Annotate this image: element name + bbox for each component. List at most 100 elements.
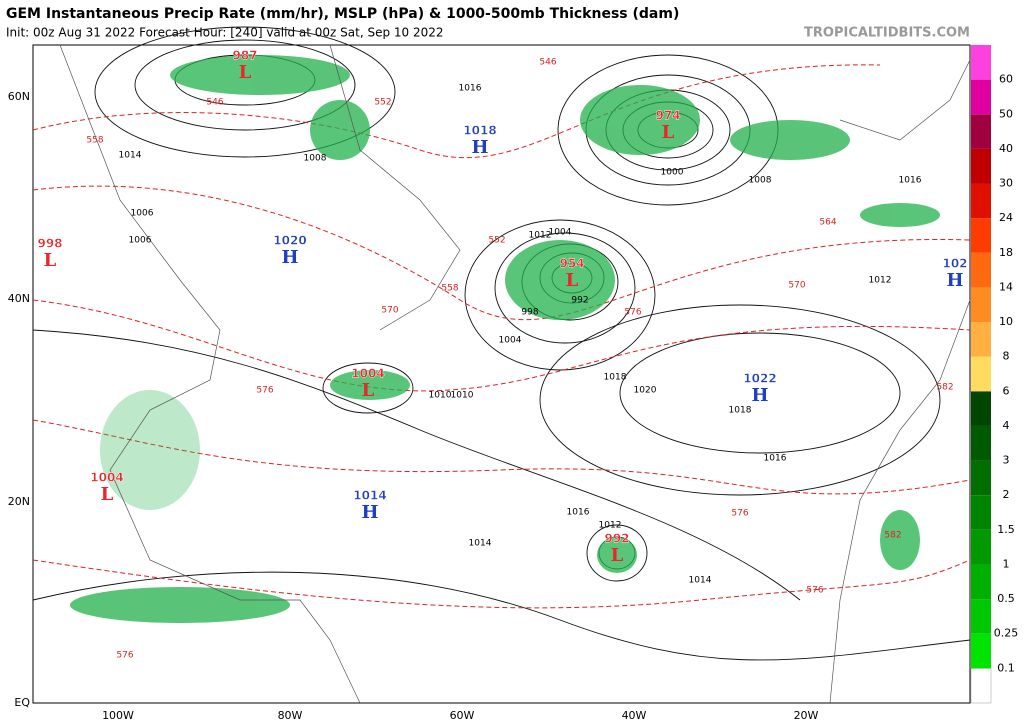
colorbar-bin: [971, 79, 991, 115]
isobar-label: 1020: [634, 386, 657, 396]
colorbar-label: 3: [1003, 454, 1010, 467]
center-value: 1020: [273, 234, 306, 248]
lat-label: 40N: [8, 292, 30, 305]
center-value: 987: [232, 49, 257, 63]
precip-areas: [70, 55, 940, 623]
colorbar-label: 8: [1003, 350, 1010, 363]
thickness-label: 546: [206, 98, 223, 108]
isobar-label: 1018: [604, 373, 627, 383]
colorbar-label: 30: [999, 177, 1013, 190]
isobar-label: 1010: [451, 391, 474, 401]
colorbar-label: 40: [999, 142, 1013, 155]
isobar-label: 1006: [131, 209, 154, 219]
isobar-label: 992: [571, 296, 588, 306]
isobar-label: 1006: [129, 236, 152, 246]
colorbar-bin: [971, 148, 991, 184]
colorbar-label: 50: [999, 107, 1013, 120]
colorbar: 0.1 0.25 0.5 1 1.5 2 3 4 6 8 10 14 18 24 30 40 50 60: [970, 45, 1019, 704]
isobar-label: 1014: [689, 576, 712, 586]
thickness-label: 576: [731, 509, 748, 519]
thickness-label: 558: [441, 284, 458, 294]
colorbar-bin: [971, 356, 991, 392]
colorbar-label: 6: [1003, 384, 1010, 397]
isobar-label: 1012: [869, 276, 892, 286]
lat-label: 20N: [8, 495, 30, 508]
thickness-label: 582: [884, 531, 901, 541]
colorbar-label: 2: [1003, 488, 1010, 501]
colorbar-bin: [971, 564, 991, 600]
colorbar-label: 24: [999, 211, 1013, 224]
title: GEM Instantaneous Precip Rate (mm/hr), M…: [6, 6, 679, 22]
thickness-label: 570: [788, 281, 805, 291]
isobar-label: 1014: [469, 539, 492, 549]
colorbar-bin: [971, 495, 991, 530]
thickness-label: 558: [86, 136, 103, 146]
lon-label: 80W: [278, 709, 303, 722]
colorbar-bin: [971, 322, 991, 357]
center-symbol: L: [101, 484, 114, 505]
colorbar-label: 1.5: [997, 523, 1015, 536]
center-value: 1018: [463, 124, 496, 138]
thickness-label: 576: [116, 651, 133, 661]
isobar-label: 1008: [304, 154, 327, 164]
colorbar-label: 60: [999, 73, 1013, 86]
thickness-label: 546: [539, 58, 556, 68]
lon-label: 100W: [102, 709, 134, 722]
lon-label: 20W: [794, 709, 819, 722]
thickness-label: 564: [819, 218, 836, 228]
colorbar-label: 0.25: [994, 627, 1019, 640]
center-symbol: H: [751, 385, 768, 406]
isobar-label: 1016: [764, 454, 787, 464]
center-symbol: H: [281, 247, 298, 268]
thickness-label: 552: [488, 236, 505, 246]
colorbar-label: 1: [1003, 557, 1010, 570]
lat-label: 60N: [8, 90, 30, 103]
isobar-label: 1000: [661, 168, 684, 178]
center-symbol: H: [471, 137, 488, 158]
colorbar-label: 4: [1003, 419, 1010, 432]
colorbar-bin: [971, 599, 991, 634]
isobar-label: 1004: [499, 336, 522, 346]
lat-label: EQ: [14, 696, 30, 709]
center-symbol: L: [44, 250, 57, 271]
map-area: [32, 26, 971, 704]
colorbar-bin: [971, 460, 991, 496]
isobar-label: 1008: [749, 176, 772, 186]
isobar-label: 1012: [599, 521, 622, 531]
colorbar-bin: [971, 529, 991, 565]
colorbar-label: 0.5: [997, 592, 1015, 605]
colorbar-label: 14: [999, 280, 1013, 293]
isobar-label: 1016: [567, 508, 590, 518]
center-value: 1004: [351, 367, 384, 381]
isobar-label: 998: [521, 308, 538, 318]
colorbar-bin: [971, 114, 991, 149]
colorbar-label: 18: [999, 246, 1013, 259]
colorbar-bin: [971, 391, 991, 426]
thickness-label: 582: [936, 383, 953, 393]
center-symbol: H: [946, 270, 963, 291]
isobars: [32, 26, 971, 661]
colorbar-bin: [971, 183, 991, 219]
colorbar-bin: [970, 668, 992, 704]
center-value: 1022: [743, 372, 776, 386]
center-symbol: L: [662, 122, 675, 143]
colorbar-label: 10: [999, 315, 1013, 328]
center-value: 998: [37, 237, 62, 251]
colorbar-bin: [971, 287, 991, 323]
center-symbol: H: [361, 502, 378, 523]
colorbar-bin: [971, 425, 991, 461]
thickness-lines: [32, 64, 971, 609]
colorbar-bin: [971, 45, 991, 80]
colorbar-bin: [971, 218, 991, 253]
credit: TROPICALTIDBITS.COM: [804, 26, 970, 41]
center-symbol: L: [362, 380, 375, 401]
thickness-label: 576: [624, 308, 641, 318]
colorbar-label: 0.1: [997, 661, 1015, 674]
thickness-label: 576: [256, 386, 273, 396]
isobar-label: 1016: [899, 176, 922, 186]
isobar-label: 1012: [529, 231, 552, 241]
center-symbol: L: [611, 545, 624, 566]
center-value: 1004: [90, 471, 123, 485]
